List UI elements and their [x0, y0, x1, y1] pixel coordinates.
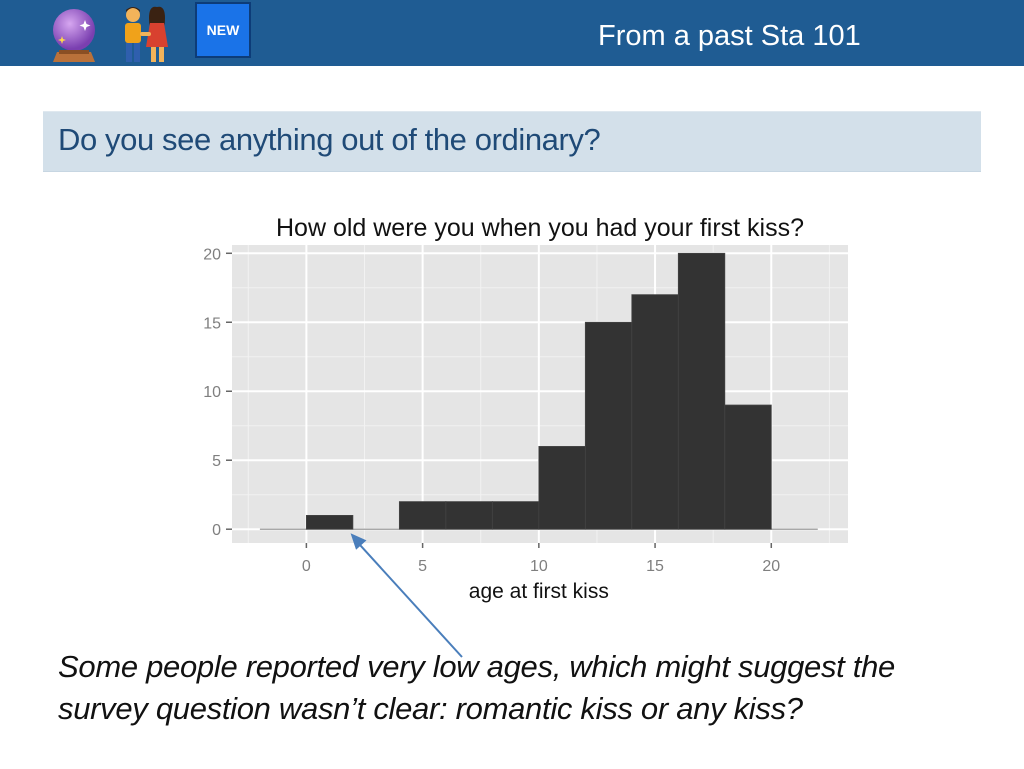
- slide-title-continuation: survey: [598, 56, 683, 66]
- question-banner: Do you see anything out of the ordinary?: [43, 111, 981, 172]
- couple-holding-hands-icon: [125, 6, 168, 62]
- histogram-bar: [677, 252, 726, 530]
- caption-line-2: survey question wasn’t clear: romantic k…: [58, 691, 803, 726]
- y-tick-label: 20: [203, 246, 221, 263]
- new-button-icon: NEW: [195, 2, 251, 58]
- y-tick-label: 5: [212, 453, 221, 470]
- y-tick-label: 10: [203, 384, 221, 401]
- slide-title: From a past Sta 101: [598, 20, 861, 52]
- histogram-bar: [445, 501, 493, 530]
- histogram-bar: [538, 446, 586, 530]
- x-tick-label: 15: [646, 558, 664, 575]
- x-tick-label: 5: [418, 558, 427, 575]
- y-tick-label: 15: [203, 315, 221, 332]
- histogram-bar: [724, 404, 772, 530]
- x-axis-label: age at first kiss: [469, 580, 609, 603]
- histogram-chart: How old were you when you had your first…: [203, 214, 848, 658]
- histogram-bar: [398, 501, 447, 530]
- annotation-arrow: [355, 540, 463, 658]
- question-text: Do you see anything out of the ordinary?: [58, 122, 601, 157]
- y-tick-label: 0: [212, 522, 221, 539]
- caption: Some people reported very low ages, whic…: [58, 646, 998, 730]
- crystal-ball-icon: [53, 9, 95, 62]
- histogram-bar: [631, 294, 679, 530]
- x-tick-label: 10: [530, 558, 548, 575]
- histogram-bar: [305, 515, 354, 530]
- histogram-bar: [584, 321, 633, 530]
- chart-title: How old were you when you had your first…: [276, 214, 804, 242]
- header-bar: NEW From a past Sta 101 survey: [0, 0, 1024, 66]
- histogram-bar: [491, 501, 540, 530]
- caption-line-1: Some people reported very low ages, whic…: [58, 649, 895, 684]
- x-tick-label: 0: [302, 558, 311, 575]
- annotation-arrowhead: [350, 533, 367, 550]
- x-tick-label: 20: [762, 558, 780, 575]
